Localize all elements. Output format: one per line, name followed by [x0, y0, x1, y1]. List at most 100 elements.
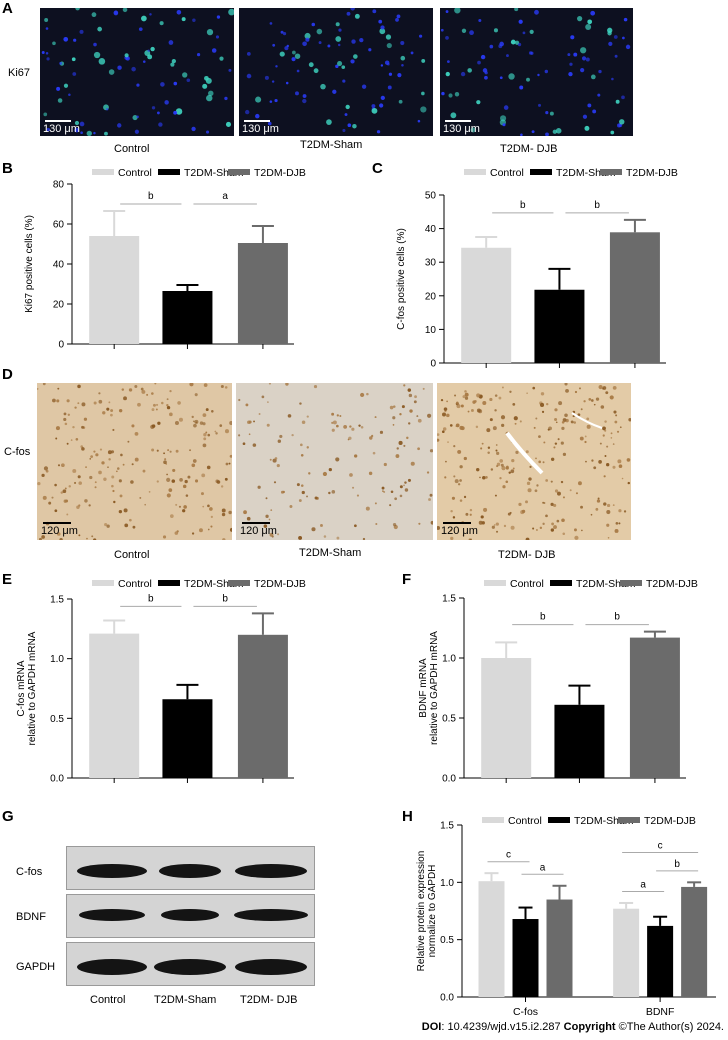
blot-strip-cfos	[66, 846, 315, 890]
legend-swatch	[92, 169, 114, 175]
blot-band	[154, 959, 226, 975]
y-tick-label: 80	[53, 180, 65, 191]
y-tick-label: 1.5	[50, 595, 64, 606]
y-axis-label: relative to GAPDH mRNA	[429, 631, 440, 745]
significance-label: b	[674, 859, 680, 870]
significance-label: c	[658, 841, 663, 852]
y-tick-label: 1.5	[440, 821, 454, 832]
legend-label: T2DM-DJB	[254, 578, 306, 590]
bar	[546, 899, 573, 997]
y-axis-label: C-fos mRNA	[16, 660, 27, 716]
legend-swatch	[92, 580, 114, 586]
y-axis-label: Ki67 positive cells (%)	[24, 215, 35, 313]
chart-legend: Control T2DM-Sham T2DM-DJB	[484, 578, 698, 590]
bar	[647, 925, 674, 997]
cfos-caption-control: Control	[114, 549, 150, 561]
legend-swatch	[600, 169, 622, 175]
x-tick-label: C-fos	[513, 1006, 538, 1018]
legend-swatch	[618, 817, 640, 823]
chart-h-protein: Control T2DM-Sham T2DM-DJB 0.0 0.5 1.0 1.5 Rela…	[416, 815, 716, 1018]
y-axis-label: normalize to GAPDH	[427, 865, 438, 958]
blot-band	[79, 909, 145, 921]
bar	[613, 908, 640, 997]
y-tick-label: 40	[53, 260, 65, 271]
significance-label: b	[540, 612, 546, 623]
ki67-caption-sham: T2DM-Sham	[300, 139, 363, 151]
chart-b-ki67: Control T2DM-Sham T2DM-DJB 0 20 40 60 80 Ki67 po…	[24, 167, 306, 351]
y-axis-label: relative to GAPDH mRNA	[27, 631, 38, 745]
copyright-label: Copyright	[563, 1021, 616, 1033]
blot-caption-sham: T2DM-Sham	[154, 994, 217, 1006]
legend-swatch	[548, 817, 570, 823]
bar	[89, 633, 140, 778]
bar	[162, 291, 213, 344]
legend-swatch	[482, 817, 504, 823]
ki67-caption-djb: T2DM- DJB	[500, 143, 558, 155]
doi-text: : 10.4239/wjd.v15.i2.287	[441, 1021, 564, 1033]
significance-label: b	[594, 200, 600, 211]
significance-label: b	[148, 191, 154, 202]
cfos-caption-sham: T2DM-Sham	[299, 547, 362, 559]
y-tick-label: 0.5	[50, 714, 64, 725]
legend-label: Control	[490, 167, 524, 179]
y-tick-label: 1.0	[440, 878, 454, 889]
legend-label: Control	[508, 815, 542, 827]
doi-label: DOI	[421, 1021, 442, 1033]
y-tick-label: 1.0	[442, 654, 456, 665]
bar	[609, 232, 660, 363]
blot-label-bdnf: BDNF	[16, 911, 46, 923]
bar	[681, 886, 708, 997]
blot-label-gapdh: GAPDH	[16, 961, 56, 973]
y-tick-label: 0.5	[442, 714, 456, 725]
legend-label: Control	[118, 167, 152, 179]
y-tick-label: 0.5	[440, 935, 454, 946]
legend-swatch	[158, 580, 180, 586]
bar	[162, 699, 213, 778]
y-axis-label: Relative protein expression	[416, 851, 427, 972]
ki67-image-djb: 130 μm	[440, 8, 633, 136]
ki67-image-control: 130 μm	[40, 8, 234, 136]
y-tick-label: 1.5	[442, 594, 456, 605]
y-tick-label: 0	[58, 340, 64, 351]
chart-e-cfos-mrna: Control T2DM-Sham T2DM-DJB 0.0 0.5 1.0 1.5 C-fo…	[16, 578, 306, 785]
y-tick-label: 0.0	[442, 774, 456, 785]
bar	[534, 289, 585, 363]
chart-c-cfos: Control T2DM-Sham T2DM-DJB 0 10 20 30 40 50 C-fos…	[396, 167, 678, 370]
legend-swatch	[158, 169, 180, 175]
bar	[89, 236, 140, 344]
cfos-ihc-control: 120 μm	[37, 383, 232, 540]
chart-f-bdnf-mrna: Control T2DM-Sham T2DM-DJB 0.0 0.5 1.0 1.5 BDNF…	[418, 578, 698, 785]
bar	[237, 243, 288, 344]
legend-label: Control	[118, 578, 152, 590]
legend-label: Control	[510, 578, 544, 590]
significance-label: a	[640, 880, 646, 891]
y-tick-label: 20	[425, 291, 437, 302]
panel-letter-b: B	[2, 160, 13, 177]
legend-swatch	[228, 169, 250, 175]
blot-band	[77, 959, 147, 975]
legend-label: T2DM-DJB	[626, 167, 678, 179]
panel-letter-h: H	[402, 808, 413, 825]
blot-caption-djb: T2DM- DJB	[240, 994, 298, 1006]
legend-swatch	[550, 580, 572, 586]
blot-band	[235, 864, 307, 878]
legend-swatch	[464, 169, 486, 175]
y-tick-label: 60	[53, 220, 65, 231]
significance-label: b	[222, 593, 228, 604]
y-tick-label: 20	[53, 300, 65, 311]
y-tick-label: 0.0	[50, 774, 64, 785]
blot-band	[235, 959, 307, 975]
y-tick-label: 10	[425, 325, 437, 336]
significance-label: b	[614, 612, 620, 623]
y-tick-label: 40	[425, 224, 437, 235]
legend-swatch	[228, 580, 250, 586]
legend-swatch	[530, 169, 552, 175]
doi-footer: DOI: 10.4239/wjd.v15.i2.287 Copyright ©T…	[0, 1021, 724, 1033]
chart-legend: Control T2DM-Sham T2DM-DJB	[92, 578, 306, 590]
bar	[461, 247, 512, 363]
legend-label: T2DM-DJB	[644, 815, 696, 827]
bar	[554, 704, 605, 778]
y-tick-label: 1.0	[50, 654, 64, 665]
bar	[629, 637, 680, 778]
significance-label: a	[222, 191, 228, 202]
